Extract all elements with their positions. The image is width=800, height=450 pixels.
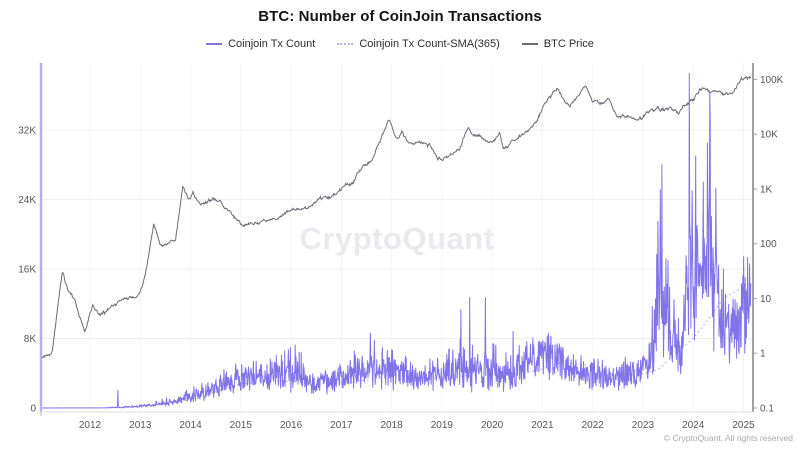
legend-item-coinjoin-sma[interactable]: Coinjoin Tx Count-SMA(365) [337, 38, 500, 50]
y-right-tick-label: 1K [760, 184, 773, 195]
x-axis-year-label: 2022 [582, 420, 605, 431]
axis-lines [39, 63, 757, 416]
btc-price-line [42, 75, 752, 359]
y-right-tick-label: 10K [760, 130, 778, 141]
x-axis-year-label: 2015 [230, 420, 253, 431]
chart-legend: Coinjoin Tx Count Coinjoin Tx Count-SMA(… [0, 38, 800, 50]
x-axis-year-label: 2014 [179, 420, 202, 431]
y-left-tick-label: 8K [24, 334, 37, 345]
legend-label: Coinjoin Tx Count [228, 38, 316, 50]
coinjoin-sma-line [105, 283, 751, 409]
y-right-tick-label: 100 [760, 239, 777, 250]
y-left-tick-label: 32K [18, 125, 36, 136]
x-axis-year-label: 2020 [481, 420, 504, 431]
x-axis-year-label: 2023 [632, 420, 655, 431]
y-right-tick-label: 0.1 [760, 404, 774, 415]
x-axis-year-label: 2013 [129, 420, 152, 431]
gridlines [42, 63, 752, 412]
y-right-tick-label: 10 [760, 294, 772, 305]
legend-label: Coinjoin Tx Count-SMA(365) [359, 38, 500, 50]
x-axis-year-label: 2019 [431, 420, 454, 431]
x-axis-year-label: 2018 [380, 420, 403, 431]
y-right-tick-label: 100K [760, 75, 784, 86]
cryptoquant-watermark: CryptoQuant [300, 221, 495, 256]
x-axis-year-label: 2012 [79, 420, 102, 431]
chart-title: BTC: Number of CoinJoin Transactions [258, 8, 542, 25]
legend-label: BTC Price [543, 38, 594, 50]
coinjoin-tx-count-line [42, 72, 752, 409]
legend-item-coinjoin-tx-count[interactable]: Coinjoin Tx Count [206, 38, 315, 50]
x-axis-year-label: 2016 [280, 420, 303, 431]
legend-item-btc-price[interactable]: BTC Price [521, 38, 594, 50]
dotted-line-swatch-icon [337, 43, 354, 45]
y-right-tick-label: 1 [760, 349, 766, 360]
copyright-note: © CryptoQuant. All rights reserved [663, 433, 793, 443]
x-axis-year-label: 2025 [732, 420, 755, 431]
y-left-tick-label: 24K [18, 195, 36, 206]
line-swatch-icon [206, 43, 223, 45]
y-left-tick-label: 0 [30, 404, 36, 415]
x-axis-year-label: 2017 [330, 420, 353, 431]
line-swatch-icon [521, 43, 538, 45]
x-axis-year-label: 2021 [531, 420, 554, 431]
axis-labels: 0 8K 16K 24K 32K 0.1 1 10 100 1K 10K 100K 2012 2013 20… [18, 75, 783, 431]
y-left-tick-label: 16K [18, 264, 36, 275]
series-layer [42, 72, 752, 409]
x-axis-year-label: 2024 [682, 420, 705, 431]
